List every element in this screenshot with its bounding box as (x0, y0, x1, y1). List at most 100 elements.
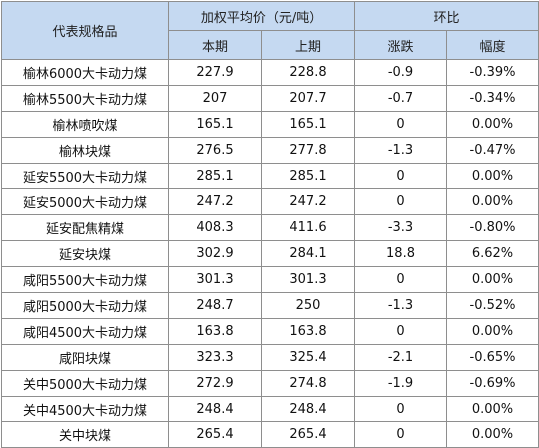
cell-current-price: 302.9 (168, 240, 262, 268)
cell-change-rate: 0.00% (446, 110, 539, 138)
cell-change-rate: -0.39% (446, 59, 539, 86)
cell-current-price: 272.9 (168, 369, 262, 397)
cell-change: -1.3 (354, 292, 448, 319)
cell-product-name: 咸阳5500大卡动力煤 (1, 266, 169, 294)
table-row: 延安5500大卡动力煤 285.1 285.1 0 0.00% (1, 162, 539, 190)
cell-change-rate: 0.00% (446, 421, 539, 448)
cell-previous-price: 411.6 (260, 214, 356, 242)
table-row: 关中5000大卡动力煤 272.9 274.8 -1.9 -0.69% (1, 369, 539, 397)
cell-product-name: 榆林6000大卡动力煤 (1, 59, 169, 86)
cell-change-rate: 0.00% (446, 162, 539, 190)
cell-change-rate: 6.62% (446, 240, 539, 268)
cell-change-rate: -0.69% (446, 369, 539, 397)
cell-product-name: 延安5000大卡动力煤 (1, 188, 169, 216)
cell-current-price: 265.4 (168, 421, 262, 448)
cell-change-rate: 0.00% (446, 266, 539, 294)
cell-change-rate: -0.34% (446, 84, 539, 112)
table-row: 榆林块煤 276.5 277.8 -1.3 -0.47% (1, 136, 539, 164)
cell-change: -3.3 (354, 214, 448, 242)
cell-change: 0 (354, 317, 448, 345)
header-this-period: 本期 (168, 30, 262, 60)
cell-change: -2.1 (354, 343, 448, 371)
cell-previous-price: 165.1 (260, 110, 356, 138)
cell-change-rate: -0.52% (446, 292, 539, 319)
cell-current-price: 323.3 (168, 343, 262, 371)
cell-current-price: 207 (168, 84, 262, 112)
cell-previous-price: 163.8 (260, 317, 356, 345)
cell-current-price: 248.4 (168, 395, 262, 423)
cell-product-name: 咸阳5000大卡动力煤 (1, 292, 169, 319)
header-change: 涨跌 (354, 30, 448, 60)
table-row: 咸阳5000大卡动力煤 248.7 250 -1.3 -0.52% (1, 292, 539, 319)
cell-change: 0 (354, 162, 448, 190)
header-last-period: 上期 (260, 30, 356, 60)
header-row-top: 代表规格品 加权平均价（元/吨） 环比 (1, 1, 539, 60)
cell-product-name: 延安块煤 (1, 240, 169, 268)
cell-current-price: 227.9 (168, 59, 262, 86)
cell-product-name: 榆林5500大卡动力煤 (1, 84, 169, 112)
cell-current-price: 247.2 (168, 188, 262, 216)
cell-change: 0 (354, 110, 448, 138)
cell-change-rate: -0.47% (446, 136, 539, 164)
table-row: 咸阳4500大卡动力煤 163.8 163.8 0 0.00% (1, 317, 539, 345)
cell-previous-price: 274.8 (260, 369, 356, 397)
cell-product-name: 延安配焦精煤 (1, 214, 169, 242)
table-row: 榆林6000大卡动力煤 227.9 228.8 -0.9 -0.39% (1, 59, 539, 86)
cell-product-name: 延安5500大卡动力煤 (1, 162, 169, 190)
cell-change: 0 (354, 188, 448, 216)
cell-change-rate: 0.00% (446, 317, 539, 345)
cell-product-name: 榆林喷吹煤 (1, 110, 169, 138)
table-row: 咸阳块煤 323.3 325.4 -2.1 -0.65% (1, 343, 539, 371)
table-row: 咸阳5500大卡动力煤 301.3 301.3 0 0.00% (1, 266, 539, 294)
cell-change-rate: 0.00% (446, 188, 539, 216)
cell-change-rate: -0.65% (446, 343, 539, 371)
table-row: 延安5000大卡动力煤 247.2 247.2 0 0.00% (1, 188, 539, 216)
cell-current-price: 301.3 (168, 266, 262, 294)
cell-change: 18.8 (354, 240, 448, 268)
cell-current-price: 408.3 (168, 214, 262, 242)
cell-change: -1.9 (354, 369, 448, 397)
table-row: 延安块煤 302.9 284.1 18.8 6.62% (1, 240, 539, 268)
cell-previous-price: 248.4 (260, 395, 356, 423)
cell-change: -0.9 (354, 59, 448, 86)
cell-product-name: 咸阳块煤 (1, 343, 169, 371)
table-row: 关中4500大卡动力煤 248.4 248.4 0 0.00% (1, 395, 539, 423)
cell-current-price: 285.1 (168, 162, 262, 190)
cell-change: 0 (354, 395, 448, 423)
cell-previous-price: 265.4 (260, 421, 356, 448)
cell-previous-price: 285.1 (260, 162, 356, 190)
header-row-sub: 本期 上期 涨跌 幅度 (2, 30, 539, 60)
cell-previous-price: 277.8 (260, 136, 356, 164)
cell-previous-price: 247.2 (260, 188, 356, 216)
cell-previous-price: 325.4 (260, 343, 356, 371)
cell-previous-price: 207.7 (260, 84, 356, 112)
cell-current-price: 165.1 (168, 110, 262, 138)
cell-current-price: 163.8 (168, 317, 262, 345)
cell-product-name: 榆林块煤 (1, 136, 169, 164)
cell-change: -1.3 (354, 136, 448, 164)
cell-change: 0 (354, 421, 448, 448)
cell-product-name: 关中块煤 (1, 421, 169, 448)
cell-current-price: 248.7 (168, 292, 262, 319)
cell-change-rate: -0.80% (446, 214, 539, 242)
table-header: 代表规格品 加权平均价（元/吨） 环比 本期 上期 涨跌 幅度 (1, 1, 539, 60)
table-row: 榆林喷吹煤 165.1 165.1 0 0.00% (1, 110, 539, 138)
table-row: 延安配焦精煤 408.3 411.6 -3.3 -0.80% (1, 214, 539, 242)
cell-change: -0.7 (354, 84, 448, 112)
header-weighted-avg-price: 加权平均价（元/吨） (167, 1, 356, 31)
cell-change-rate: 0.00% (446, 395, 539, 423)
cell-product-name: 关中5000大卡动力煤 (1, 369, 169, 397)
cell-product-name: 咸阳4500大卡动力煤 (1, 317, 169, 345)
cell-previous-price: 284.1 (260, 240, 356, 268)
header-mom: 环比 (354, 1, 539, 31)
header-product-spec: 代表规格品 (1, 1, 169, 60)
table-body: 榆林6000大卡动力煤 227.9 228.8 -0.9 -0.39% 榆林5500大卡动… (1, 59, 539, 448)
cell-previous-price: 228.8 (260, 59, 356, 86)
header-change-rate: 幅度 (446, 30, 539, 60)
table-row: 榆林5500大卡动力煤 207 207.7 -0.7 -0.34% (1, 84, 539, 112)
cell-change: 0 (354, 266, 448, 294)
cell-previous-price: 250 (260, 292, 356, 319)
cell-product-name: 关中4500大卡动力煤 (1, 395, 169, 423)
cell-current-price: 276.5 (168, 136, 262, 164)
